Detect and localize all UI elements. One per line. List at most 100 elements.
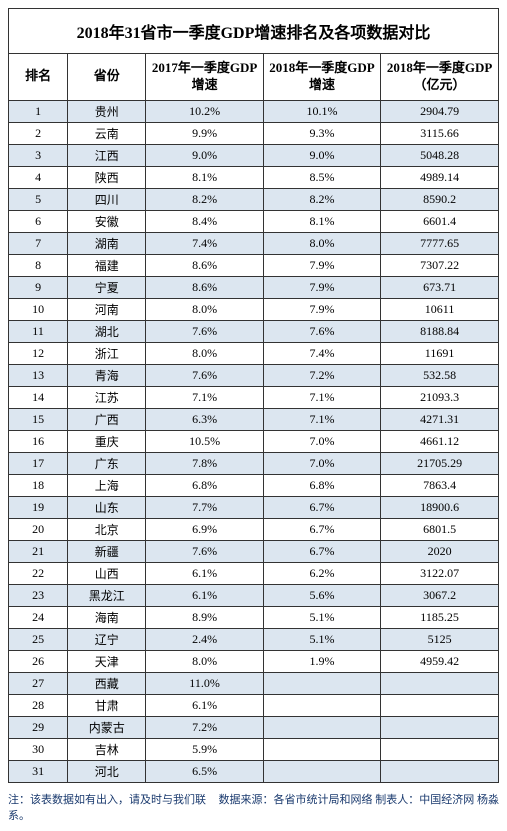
header-row: 排名 省份 2017年一季度GDP增速 2018年一季度GDP增速 2018年一… <box>9 54 498 100</box>
cell-province: 贵州 <box>68 100 146 122</box>
cell-province: 重庆 <box>68 430 146 452</box>
cell-2018-growth: 7.4% <box>263 342 380 364</box>
table-row: 13青海7.6%7.2%532.58 <box>9 364 498 386</box>
table-row: 30吉林5.9% <box>9 738 498 760</box>
cell-rank: 5 <box>9 188 68 210</box>
cell-2018-gdp: 6801.5 <box>381 518 498 540</box>
cell-2018-growth: 7.9% <box>263 254 380 276</box>
cell-2017-growth: 8.1% <box>146 166 263 188</box>
cell-2018-growth: 8.5% <box>263 166 380 188</box>
table-row: 17广东7.8%7.0%21705.29 <box>9 452 498 474</box>
cell-2017-growth: 7.8% <box>146 452 263 474</box>
cell-2018-growth: 5.6% <box>263 584 380 606</box>
cell-2017-growth: 8.4% <box>146 210 263 232</box>
cell-2018-gdp <box>381 716 498 738</box>
table-row: 3江西9.0%9.0%5048.28 <box>9 144 498 166</box>
cell-2017-growth: 7.2% <box>146 716 263 738</box>
table-row: 5四川8.2%8.2%8590.2 <box>9 188 498 210</box>
cell-province: 青海 <box>68 364 146 386</box>
cell-rank: 30 <box>9 738 68 760</box>
cell-province: 新疆 <box>68 540 146 562</box>
table-row: 19山东7.7%6.7%18900.6 <box>9 496 498 518</box>
cell-2018-gdp: 8188.84 <box>381 320 498 342</box>
cell-province: 上海 <box>68 474 146 496</box>
cell-2018-growth: 8.0% <box>263 232 380 254</box>
cell-2018-gdp: 2020 <box>381 540 498 562</box>
cell-2018-gdp: 2904.79 <box>381 100 498 122</box>
cell-rank: 26 <box>9 650 68 672</box>
cell-province: 福建 <box>68 254 146 276</box>
cell-rank: 14 <box>9 386 68 408</box>
cell-2018-growth: 10.1% <box>263 100 380 122</box>
col-header-2018-gdp: 2018年一季度GDP（亿元） <box>381 54 498 100</box>
cell-province: 黑龙江 <box>68 584 146 606</box>
table-row: 12浙江8.0%7.4%11691 <box>9 342 498 364</box>
cell-2017-growth: 7.7% <box>146 496 263 518</box>
cell-2017-growth: 7.6% <box>146 540 263 562</box>
cell-2017-growth: 10.2% <box>146 100 263 122</box>
table-row: 20北京6.9%6.7%6801.5 <box>9 518 498 540</box>
cell-rank: 3 <box>9 144 68 166</box>
col-header-rank: 排名 <box>9 54 68 100</box>
cell-2018-growth: 8.2% <box>263 188 380 210</box>
cell-rank: 22 <box>9 562 68 584</box>
cell-2017-growth: 9.9% <box>146 122 263 144</box>
cell-2017-growth: 8.0% <box>146 650 263 672</box>
col-header-2018-growth: 2018年一季度GDP增速 <box>263 54 380 100</box>
cell-2018-gdp: 21705.29 <box>381 452 498 474</box>
cell-2017-growth: 7.1% <box>146 386 263 408</box>
cell-2017-growth: 11.0% <box>146 672 263 694</box>
cell-province: 广东 <box>68 452 146 474</box>
cell-2018-growth: 7.2% <box>263 364 380 386</box>
table-row: 15广西6.3%7.1%4271.31 <box>9 408 498 430</box>
cell-province: 安徽 <box>68 210 146 232</box>
cell-2017-growth: 6.1% <box>146 584 263 606</box>
cell-2018-gdp: 3067.2 <box>381 584 498 606</box>
cell-2018-gdp: 6601.4 <box>381 210 498 232</box>
cell-rank: 31 <box>9 760 68 782</box>
cell-2017-growth: 9.0% <box>146 144 263 166</box>
cell-province: 浙江 <box>68 342 146 364</box>
cell-2018-growth: 9.0% <box>263 144 380 166</box>
cell-rank: 29 <box>9 716 68 738</box>
cell-2018-growth: 7.9% <box>263 298 380 320</box>
cell-rank: 19 <box>9 496 68 518</box>
cell-province: 西藏 <box>68 672 146 694</box>
cell-2018-growth: 6.2% <box>263 562 380 584</box>
cell-2017-growth: 6.1% <box>146 562 263 584</box>
cell-rank: 21 <box>9 540 68 562</box>
cell-rank: 20 <box>9 518 68 540</box>
table-row: 26天津8.0%1.9%4959.42 <box>9 650 498 672</box>
cell-rank: 10 <box>9 298 68 320</box>
cell-2017-growth: 2.4% <box>146 628 263 650</box>
cell-2018-growth: 9.3% <box>263 122 380 144</box>
table-row: 24海南8.9%5.1%1185.25 <box>9 606 498 628</box>
cell-2018-growth <box>263 694 380 716</box>
cell-rank: 7 <box>9 232 68 254</box>
cell-province: 湖南 <box>68 232 146 254</box>
cell-province: 海南 <box>68 606 146 628</box>
col-header-2017-growth: 2017年一季度GDP增速 <box>146 54 263 100</box>
table-row: 28甘肃6.1% <box>9 694 498 716</box>
table-row: 4陕西8.1%8.5%4989.14 <box>9 166 498 188</box>
cell-2018-gdp <box>381 694 498 716</box>
cell-2018-gdp: 11691 <box>381 342 498 364</box>
cell-2018-growth: 8.1% <box>263 210 380 232</box>
table-row: 23黑龙江6.1%5.6%3067.2 <box>9 584 498 606</box>
cell-rank: 11 <box>9 320 68 342</box>
col-header-province: 省份 <box>68 54 146 100</box>
cell-2018-gdp <box>381 672 498 694</box>
cell-2018-gdp: 21093.3 <box>381 386 498 408</box>
table-row: 29内蒙古7.2% <box>9 716 498 738</box>
table-row: 1贵州10.2%10.1%2904.79 <box>9 100 498 122</box>
cell-rank: 9 <box>9 276 68 298</box>
cell-rank: 16 <box>9 430 68 452</box>
cell-2017-growth: 7.6% <box>146 364 263 386</box>
cell-province: 宁夏 <box>68 276 146 298</box>
cell-2017-growth: 8.9% <box>146 606 263 628</box>
cell-province: 广西 <box>68 408 146 430</box>
cell-2017-growth: 8.0% <box>146 298 263 320</box>
cell-rank: 4 <box>9 166 68 188</box>
footer-note: 注：该表数据如有出入，请及时与我们联系。 <box>8 791 219 823</box>
cell-2018-gdp: 4661.12 <box>381 430 498 452</box>
